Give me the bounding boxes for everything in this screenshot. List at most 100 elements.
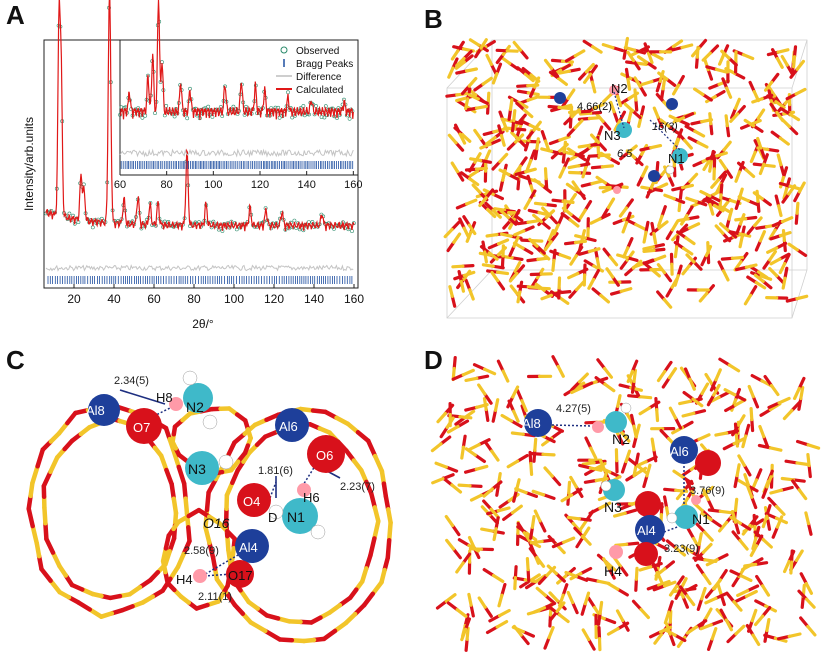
hydrogen-atom: [665, 165, 675, 175]
o-bond: [568, 288, 579, 299]
si-bond: [499, 209, 510, 220]
o-bond: [774, 194, 781, 208]
label-h8: H8: [156, 390, 173, 405]
si-bond: [500, 413, 514, 423]
hydrogen-atom: [666, 512, 678, 524]
o-bond: [708, 44, 720, 55]
si-bond: [776, 48, 790, 54]
label-o4: O4: [243, 494, 260, 509]
o-bond: [616, 587, 629, 597]
o-bond: [675, 235, 680, 249]
si-bond: [744, 263, 758, 269]
o-bond: [451, 547, 462, 560]
o-bond: [502, 218, 513, 230]
o-bond: [785, 92, 798, 101]
hydrogen-atom: [310, 524, 326, 540]
o-bond: [551, 198, 565, 203]
label-n1: N1: [692, 511, 710, 527]
o-bond: [464, 167, 479, 172]
o-bond: [569, 213, 581, 223]
label-n3: N3: [604, 128, 621, 143]
si-bond: [700, 511, 713, 522]
o-bond: [563, 240, 578, 246]
si-bond: [749, 407, 754, 422]
o-bond: [574, 574, 589, 582]
si-bond: [651, 52, 664, 61]
si-bond: [668, 406, 678, 420]
si-bond: [685, 196, 698, 204]
si-bond: [573, 239, 588, 245]
o-bond: [629, 413, 636, 428]
si-bond: [541, 452, 556, 457]
al-atom: [666, 98, 678, 110]
o-bond: [452, 45, 466, 51]
si-bond: [455, 96, 468, 103]
label-al4: Al4: [239, 540, 258, 555]
o-bond: [487, 242, 501, 250]
si-bond: [570, 386, 584, 394]
o-bond: [482, 130, 496, 136]
o-bond: [515, 101, 526, 112]
o-bond: [556, 214, 565, 227]
o-bond: [450, 294, 457, 308]
o-bond: [484, 188, 495, 200]
h8-atom: [169, 397, 183, 411]
si-bond: [720, 49, 731, 60]
si-bond: [767, 85, 777, 98]
si-bond: [462, 270, 476, 278]
o-bond: [778, 181, 792, 188]
observed-point: [277, 115, 282, 120]
si-bond: [543, 139, 551, 153]
si-bond: [680, 183, 695, 190]
o-bond: [518, 48, 529, 60]
si-bond: [532, 606, 547, 614]
si-bond: [474, 104, 488, 110]
si-bond: [583, 591, 591, 606]
main-ticks: 20 40 60 80 100 120 140 160: [67, 284, 364, 306]
si-bond: [789, 560, 794, 575]
si-bond: [701, 488, 710, 502]
si-bond: [775, 515, 784, 529]
o-bond: [464, 637, 469, 652]
si-bond: [621, 220, 629, 234]
ring-bond: [43, 521, 49, 542]
o-bond: [718, 568, 728, 582]
o-bond: [489, 62, 498, 75]
inset-difference-curve: [119, 148, 354, 158]
distance-c2: 1.81(6): [258, 465, 293, 477]
o-bond: [733, 520, 741, 535]
si-bond: [679, 213, 689, 226]
si-bond: [444, 593, 457, 603]
si-bond: [467, 592, 473, 607]
si-bond: [450, 49, 460, 61]
si-bond: [776, 153, 783, 167]
si-bond: [467, 535, 476, 550]
si-bond: [486, 208, 497, 219]
o-bond: [662, 495, 669, 510]
ring-bond: [385, 537, 392, 560]
si-bond: [753, 614, 765, 627]
si-bond: [434, 461, 448, 469]
si-bond: [534, 573, 547, 584]
o-bond: [601, 119, 612, 131]
si-bond: [566, 590, 575, 605]
ring-bond: [364, 553, 373, 571]
si-bond: [471, 183, 482, 194]
o-bond: [746, 199, 760, 207]
si-bond: [722, 140, 732, 152]
o-bond: [494, 516, 500, 531]
o-bond: [591, 269, 601, 281]
ring-bond: [368, 536, 377, 558]
o-bond: [584, 436, 593, 450]
si-bond: [655, 408, 660, 423]
o-bond: [630, 379, 636, 394]
o-bond: [548, 138, 562, 146]
o-bond: [636, 174, 645, 187]
o-bond: [495, 52, 505, 65]
o-bond: [602, 616, 617, 625]
o-bond: [759, 146, 766, 159]
o-bond: [778, 252, 791, 261]
si-bond: [457, 483, 472, 488]
si-bond: [497, 608, 511, 618]
si-bond: [581, 165, 588, 179]
